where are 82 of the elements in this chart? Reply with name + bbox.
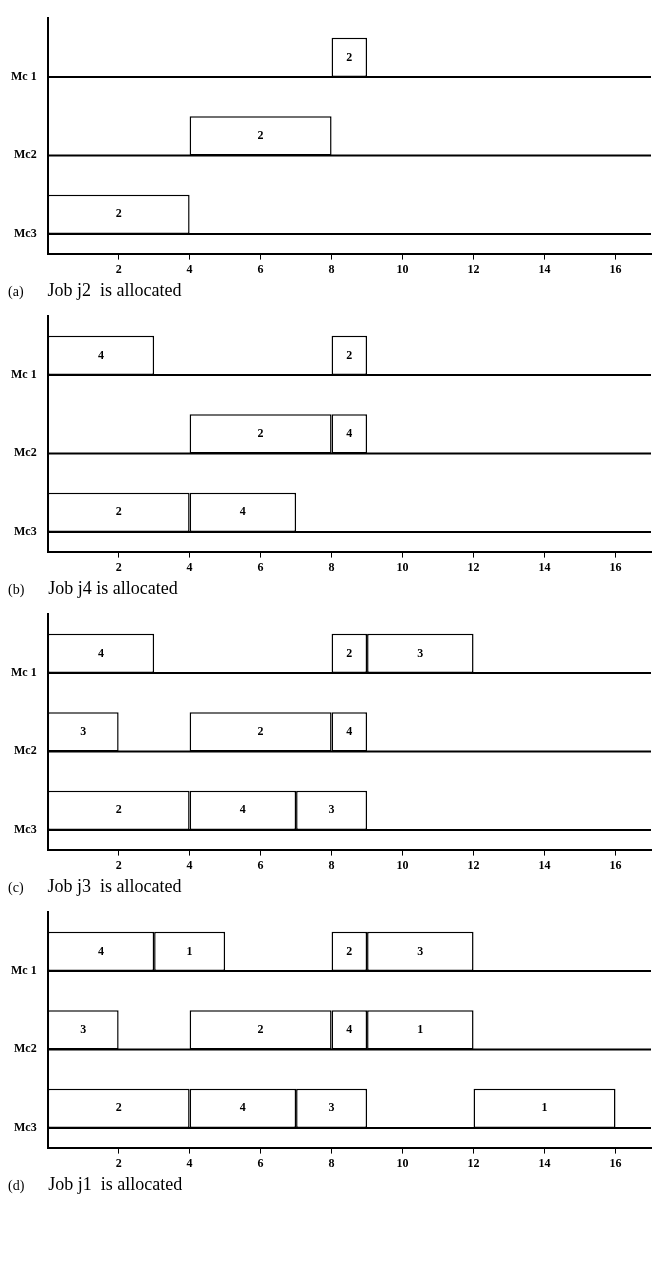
x-tick-label: 16 (609, 857, 622, 872)
annotation: 2 (115, 206, 122, 221)
annotation: 4 (346, 425, 353, 440)
x-tick-label: 4 (186, 1155, 193, 1170)
annotation: 2 (257, 127, 264, 142)
y-tick-label: Mc2 (14, 1041, 37, 1056)
x-tick-label: 16 (609, 261, 622, 276)
text: Job j3 is allocated (47, 876, 182, 896)
x-tick-label: 16 (609, 559, 622, 574)
annotation: 2 (257, 1021, 264, 1036)
x-tick-label: 14 (538, 1155, 551, 1170)
annotation: 3 (417, 645, 424, 660)
x-tick-label: 6 (257, 559, 264, 574)
annotation: 4 (346, 1021, 353, 1036)
text: (b) (8, 582, 25, 597)
x-tick-label: 10 (396, 559, 409, 574)
y-tick-label: Mc2 (14, 445, 37, 460)
x-tick-label: 10 (396, 1155, 409, 1170)
annotation: 2 (115, 504, 122, 519)
annotation: 1 (186, 943, 193, 958)
x-tick-label: 4 (186, 261, 193, 276)
annotation: 3 (328, 1100, 335, 1115)
x-tick-label: 10 (396, 857, 409, 872)
text: Job j1 is allocated (48, 1174, 183, 1194)
x-tick-label: 2 (115, 857, 122, 872)
text: (d) (8, 1178, 25, 1193)
y-tick-label: Mc 1 (11, 366, 37, 381)
x-tick-label: 8 (328, 559, 335, 574)
y-tick-label: Mc2 (14, 743, 37, 758)
y-tick-label: Mc 1 (11, 68, 37, 83)
annotation: 3 (417, 943, 424, 958)
y-tick-label: Mc 1 (11, 962, 37, 977)
annotation: 2 (346, 347, 353, 362)
annotation: 2 (346, 943, 353, 958)
annotation: 2 (115, 1100, 122, 1115)
text: Job j4 is allocated (48, 578, 178, 598)
x-tick-label: 12 (467, 261, 480, 276)
annotation: 4 (346, 723, 353, 738)
annotation: 4 (97, 943, 104, 958)
x-tick-label: 14 (538, 559, 551, 574)
x-tick-label: 2 (115, 1155, 122, 1170)
x-tick-label: 6 (257, 1155, 264, 1170)
annotation: 4 (239, 504, 246, 519)
annotation: 3 (328, 802, 335, 817)
annotation: 4 (97, 347, 104, 362)
x-tick-label: 6 (257, 857, 264, 872)
y-tick-label: Mc3 (14, 1119, 37, 1134)
y-tick-label: Mc2 (14, 147, 37, 162)
annotation: 2 (257, 425, 264, 440)
y-tick-label: Mc3 (14, 821, 37, 836)
y-tick-label: Mc3 (14, 523, 37, 538)
x-tick-label: 12 (467, 559, 480, 574)
text: (c) (8, 880, 24, 895)
annotation: 4 (97, 645, 104, 660)
x-tick-label: 2 (115, 261, 122, 276)
annotation: 1 (541, 1100, 548, 1115)
text: Job j2 is allocated (47, 280, 182, 300)
annotation: 2 (115, 802, 122, 817)
annotation: 4 (239, 1100, 246, 1115)
annotation: 2 (257, 723, 264, 738)
x-tick-label: 8 (328, 261, 335, 276)
y-tick-label: Mc 1 (11, 664, 37, 679)
x-tick-label: 14 (538, 261, 551, 276)
y-tick-label: Mc3 (14, 225, 37, 240)
x-tick-label: 6 (257, 261, 264, 276)
annotation: 1 (417, 1021, 424, 1036)
annotation: 2 (346, 49, 353, 64)
text: (a) (8, 284, 24, 299)
x-tick-label: 4 (186, 559, 193, 574)
x-tick-label: 10 (396, 261, 409, 276)
annotation: 3 (80, 723, 87, 738)
x-tick-label: 12 (467, 857, 480, 872)
x-tick-label: 12 (467, 1155, 480, 1170)
x-tick-label: 14 (538, 857, 551, 872)
x-tick-label: 8 (328, 1155, 335, 1170)
x-tick-label: 4 (186, 857, 193, 872)
annotation: 3 (80, 1021, 87, 1036)
annotation: 4 (239, 802, 246, 817)
x-tick-label: 8 (328, 857, 335, 872)
x-tick-label: 16 (609, 1155, 622, 1170)
x-tick-label: 2 (115, 559, 122, 574)
annotation: 2 (346, 645, 353, 660)
